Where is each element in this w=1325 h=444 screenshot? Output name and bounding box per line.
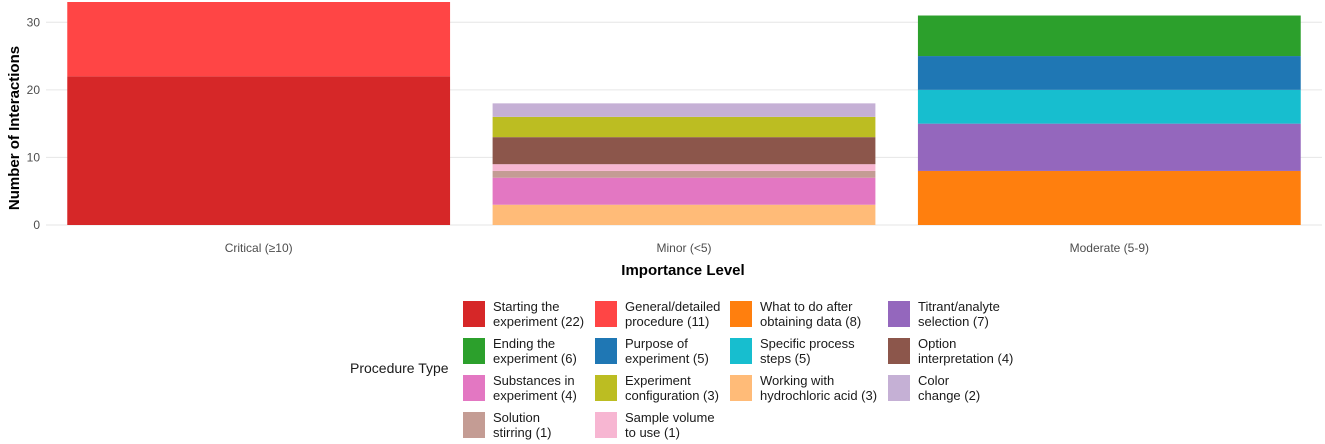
- legend-swatch: [463, 375, 485, 401]
- legend-label: Starting the experiment (22): [493, 299, 585, 329]
- y-axis-title: Number of Interactions: [6, 46, 23, 210]
- bar-segment: [67, 76, 451, 225]
- bar-segment: [917, 123, 1301, 171]
- x-tick-label: Minor (<5): [656, 241, 711, 255]
- legend-swatch: [888, 375, 910, 401]
- legend-label: Solution stirring (1): [493, 410, 552, 440]
- legend-item: Titrant/analyte selection (7): [888, 296, 1000, 332]
- legend-swatch: [463, 412, 485, 438]
- legend-label: Experiment configuration (3): [625, 373, 719, 403]
- legend-item: Specific process steps (5): [730, 333, 855, 369]
- legend-label: General/detailed procedure (11): [625, 299, 721, 329]
- legend-item: Working with hydrochloric acid (3): [730, 370, 877, 406]
- x-axis-title: Importance Level: [621, 262, 744, 279]
- legend-label: Purpose of experiment (5): [625, 336, 709, 366]
- legend-label: Substances in experiment (4): [493, 373, 577, 403]
- bar-segment: [917, 89, 1301, 124]
- y-tick-label: 10: [27, 150, 41, 164]
- bar-segment: [492, 103, 876, 117]
- legend-swatch: [730, 338, 752, 364]
- legend-item: Starting the experiment (22): [463, 296, 584, 332]
- bar-segment: [492, 177, 876, 205]
- legend-label: Working with hydrochloric acid (3): [760, 373, 878, 403]
- bar-segment: [67, 2, 451, 77]
- stacked-bar-chart: 0 10 20 30 Critical (≥10) Minor (<5) Moderate…: [6, 2, 1322, 279]
- legend-item: Option interpretation (4): [888, 333, 1013, 369]
- x-axis-ticks: Critical (≥10) Minor (<5) Moderate (5-9): [225, 241, 1149, 255]
- bar-segment: [917, 15, 1301, 57]
- bar-segment: [492, 137, 876, 165]
- legend-label: Option interpretation (4): [918, 336, 1014, 366]
- legend-item: General/detailed procedure (11): [595, 296, 720, 332]
- y-tick-label: 0: [33, 218, 40, 232]
- bar-segment: [917, 56, 1301, 90]
- legend-label: What to do after obtaining data (8): [760, 299, 862, 329]
- legend-swatch: [595, 375, 617, 401]
- legend-swatch: [595, 412, 617, 438]
- legend-item: What to do after obtaining data (8): [730, 296, 861, 332]
- legend-label: Specific process steps (5): [760, 336, 855, 366]
- legend-swatch: [463, 301, 485, 327]
- legend: Procedure Type Starting the experiment (…: [350, 296, 1250, 442]
- bar-segment: [492, 170, 876, 178]
- x-tick-label: Moderate (5-9): [1070, 241, 1149, 255]
- bar-segment: [492, 204, 876, 225]
- bars: [67, 2, 1301, 225]
- legend-item: Substances in experiment (4): [463, 370, 577, 406]
- legend-item: Experiment configuration (3): [595, 370, 719, 406]
- y-axis-ticks: 0 10 20 30: [27, 15, 41, 232]
- legend-label: Ending the experiment (6): [493, 336, 577, 366]
- legend-label: Sample volume to use (1): [625, 410, 715, 440]
- y-tick-label: 20: [27, 83, 41, 97]
- legend-item: Purpose of experiment (5): [595, 333, 709, 369]
- legend-item: Ending the experiment (6): [463, 333, 577, 369]
- legend-swatch: [730, 375, 752, 401]
- legend-swatch: [888, 338, 910, 364]
- legend-label: Color change (2): [918, 373, 981, 403]
- y-tick-label: 30: [27, 15, 41, 29]
- legend-swatch: [463, 338, 485, 364]
- bar-segment: [492, 116, 876, 138]
- legend-label: Titrant/analyte selection (7): [918, 299, 1000, 329]
- legend-item: Color change (2): [888, 370, 980, 406]
- bar-segment: [492, 164, 876, 171]
- legend-item: Sample volume to use (1): [595, 407, 715, 443]
- legend-swatch: [595, 338, 617, 364]
- legend-swatch: [888, 301, 910, 327]
- bar-segment: [917, 170, 1301, 225]
- legend-swatch: [730, 301, 752, 327]
- legend-title: Procedure Type: [350, 360, 449, 376]
- legend-swatch: [595, 301, 617, 327]
- legend-item: Solution stirring (1): [463, 407, 552, 443]
- x-tick-label: Critical (≥10): [225, 241, 293, 255]
